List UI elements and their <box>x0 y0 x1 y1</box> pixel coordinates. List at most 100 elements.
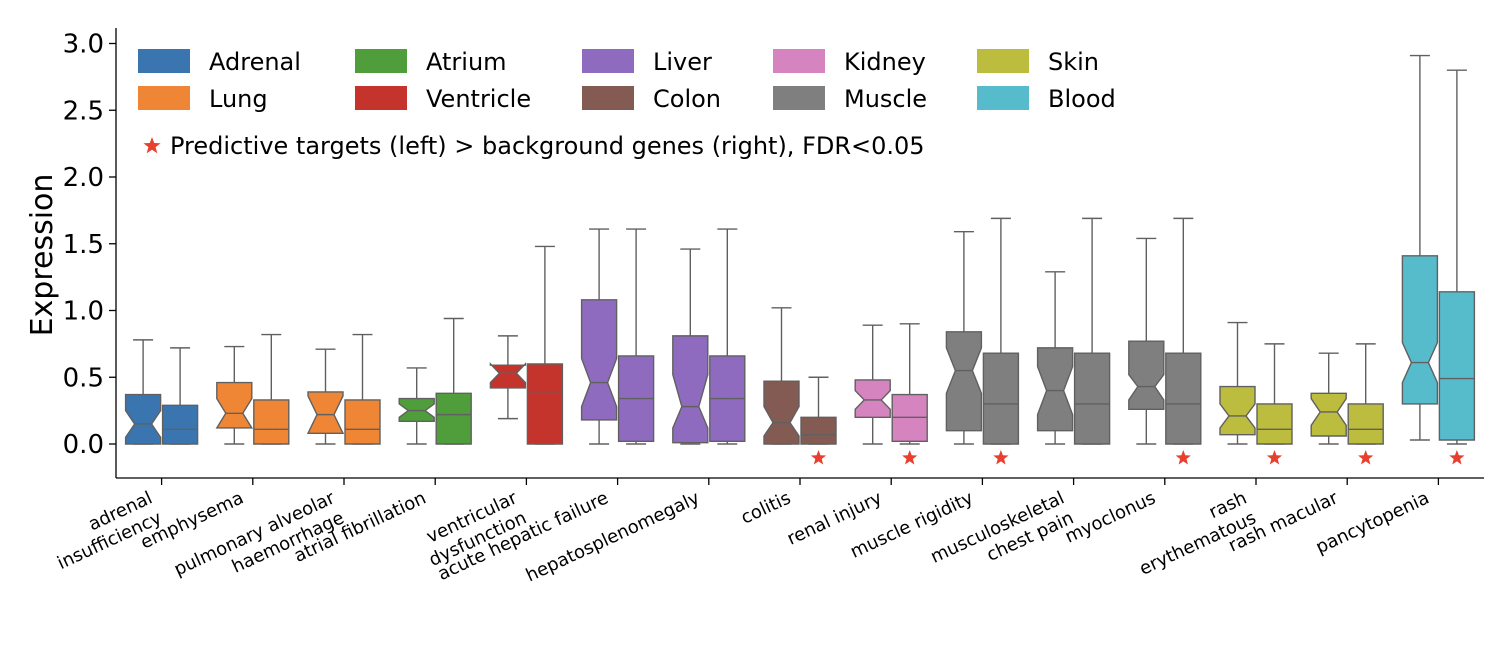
box-body <box>489 362 527 389</box>
boxes <box>124 54 1476 445</box>
box-body <box>1128 340 1165 410</box>
legend-label: Kidney <box>844 48 926 76</box>
legend-item: Ventricle <box>355 85 531 113</box>
box-predictive <box>672 248 709 445</box>
box-body <box>1073 352 1111 445</box>
x-tick-label-line: hepatosplenomegaly <box>523 487 704 586</box>
legend-swatch <box>773 86 825 110</box>
significance-star <box>1266 450 1283 465</box>
y-tick-label: 3.0 <box>63 30 104 60</box>
legend-swatch <box>355 86 407 110</box>
box-predictive <box>124 339 162 445</box>
box-background <box>435 317 472 445</box>
legend-item: Liver <box>582 48 712 76</box>
box-predictive <box>1128 237 1165 445</box>
box-background <box>344 333 381 445</box>
box-body <box>215 381 254 429</box>
box-body <box>1165 352 1202 445</box>
legend-item: Blood <box>977 85 1116 113</box>
y-tick-label: 2.5 <box>63 96 104 126</box>
box-body <box>672 335 709 444</box>
box-background <box>161 347 199 445</box>
box-body <box>1438 291 1476 441</box>
box-predictive <box>215 345 254 445</box>
box-body <box>982 352 1020 445</box>
box-predictive <box>398 367 435 445</box>
box-background <box>709 228 746 445</box>
legend-item: Kidney <box>773 48 926 76</box>
box-background <box>1256 343 1293 445</box>
significance-stars <box>810 450 1465 465</box>
legend-swatch <box>138 86 190 110</box>
significance-star <box>143 137 161 154</box>
legend-swatch <box>977 86 1029 110</box>
legend-label: Ventricle <box>426 85 531 113</box>
legend-item: Colon <box>582 85 721 113</box>
legend-swatch <box>582 49 634 73</box>
y-tick-label: 0.5 <box>63 363 104 393</box>
box-body <box>854 379 891 418</box>
legend-item: Lung <box>138 85 268 113</box>
box-predictive <box>1219 321 1256 445</box>
box-predictive <box>1310 352 1347 445</box>
box-body <box>161 404 199 445</box>
box-body <box>344 399 381 445</box>
box-predictive <box>945 231 983 445</box>
legend-swatch <box>355 49 407 73</box>
legend-swatch <box>773 49 825 73</box>
box-predictive <box>854 324 891 445</box>
legend-item: Atrium <box>355 48 507 76</box>
box-background <box>526 245 564 445</box>
significance-star <box>993 450 1009 465</box>
box-body <box>945 331 983 432</box>
box-predictive <box>763 307 800 445</box>
box-body <box>1219 385 1256 436</box>
box-predictive <box>1401 54 1439 441</box>
box-predictive <box>306 348 345 445</box>
y-tick-label: 1.5 <box>63 230 104 260</box>
legend-label: Colon <box>653 85 721 113</box>
box-body <box>1036 347 1074 432</box>
legend: Adrenal Lung Atrium Ventricle Liver Colon Kidn… <box>138 48 1116 160</box>
y-tick-label: 1.0 <box>63 297 104 327</box>
box-background <box>1438 69 1476 445</box>
legend-label: Muscle <box>844 85 927 113</box>
significance-star <box>1449 450 1465 465</box>
box-predictive <box>580 228 618 445</box>
box-predictive <box>489 335 527 420</box>
x-tick-label: myoclonus <box>1062 487 1159 547</box>
box-body <box>1347 403 1384 445</box>
y-axis-label: Expression <box>25 174 60 337</box>
legend-swatch <box>138 49 190 73</box>
box-background <box>1347 343 1384 445</box>
box-background <box>891 323 928 445</box>
legend-label: Adrenal <box>209 48 301 76</box>
legend-label: Atrium <box>426 48 507 76</box>
box-predictive <box>1036 271 1074 445</box>
box-background <box>1165 217 1202 445</box>
box-body <box>124 393 162 445</box>
box-body <box>306 391 345 435</box>
box-body <box>580 299 618 421</box>
axes: 0.0 0.5 1.0 1.5 2.0 2.5 3.0 <box>63 28 1484 479</box>
box-background <box>1073 217 1111 445</box>
box-body <box>800 416 837 445</box>
significance-star <box>810 450 827 465</box>
significance-star <box>1358 450 1374 465</box>
star-note: Predictive targets (left) > background g… <box>170 132 925 160</box>
box-body <box>1310 392 1347 437</box>
legend-swatch <box>582 86 634 110</box>
legend-item: Skin <box>977 48 1099 76</box>
box-body <box>763 380 800 445</box>
significance-star <box>902 450 918 465</box>
legend-swatch <box>977 49 1029 73</box>
legend-label: Blood <box>1048 85 1116 113</box>
legend-item: Adrenal <box>138 48 301 76</box>
y-tick-label: 0.0 <box>63 430 104 460</box>
box-body <box>1401 255 1439 405</box>
box-background <box>617 228 655 445</box>
box-background <box>982 217 1020 445</box>
box-body <box>1256 403 1293 445</box>
